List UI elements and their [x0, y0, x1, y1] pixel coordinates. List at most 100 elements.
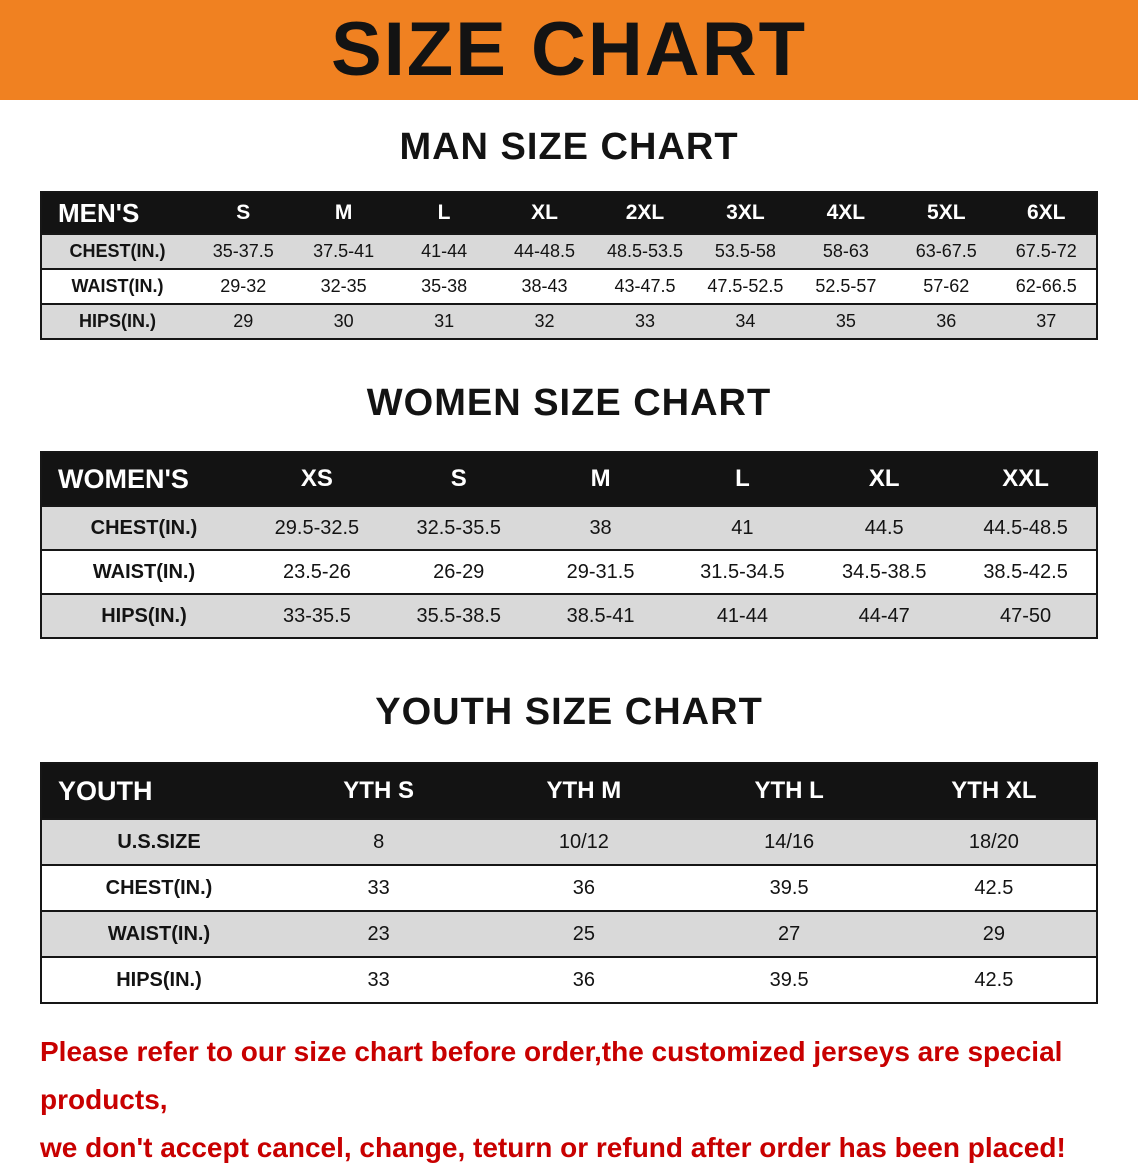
size-value-cell: 38.5-42.5: [955, 550, 1097, 595]
size-value-cell: 36: [481, 957, 687, 1004]
size-value-cell: 43-47.5: [594, 269, 696, 305]
size-value-cell: 52.5-57: [795, 269, 897, 305]
table-corner-label: WOMEN'S: [41, 452, 246, 507]
row-label: CHEST(IN.): [41, 234, 193, 270]
size-column-header: YTH M: [481, 763, 687, 820]
size-column-header: L: [671, 452, 814, 507]
size-value-cell: 14/16: [686, 819, 892, 866]
size-column-header: YTH L: [686, 763, 892, 820]
size-value-cell: 57-62: [896, 269, 997, 305]
men-size-chart-heading: MAN SIZE CHART: [399, 126, 739, 168]
size-value-cell: 33: [276, 865, 482, 912]
size-value-cell: 47.5-52.5: [695, 269, 796, 305]
size-value-cell: 41-44: [393, 234, 495, 270]
size-value-cell: 38-43: [494, 269, 595, 305]
table-row: WAIST(IN.) 23.5-26 26-29 29-31.5 31.5-34.5 34…: [41, 550, 1097, 595]
size-value-cell: 23.5-26: [246, 550, 388, 595]
youth-size-section: YOUTH SIZE CHART YOUTH YTH S YTH M YTH L YTH…: [0, 691, 1138, 1004]
size-value-cell: 63-67.5: [896, 234, 997, 270]
row-label: HIPS(IN.): [41, 957, 276, 1004]
men-size-section: MAN SIZE CHART MEN'S S M L XL 2XL 3XL 4XL 5XL 6XL…: [0, 126, 1138, 340]
size-column-header: XL: [494, 192, 595, 235]
row-label: WAIST(IN.): [41, 269, 193, 305]
size-value-cell: 38.5-41: [529, 594, 672, 639]
size-value-cell: 48.5-53.5: [594, 234, 696, 270]
size-value-cell: 33-35.5: [246, 594, 388, 639]
size-chart-content: MAN SIZE CHART MEN'S S M L XL 2XL 3XL 4XL 5XL 6XL…: [0, 126, 1138, 1172]
page-title: SIZE CHART: [331, 7, 807, 92]
size-value-cell: 30: [293, 304, 394, 340]
size-value-cell: 34.5-38.5: [813, 550, 956, 595]
size-value-cell: 33: [276, 957, 482, 1004]
size-column-header: M: [293, 192, 394, 235]
size-value-cell: 38: [529, 506, 672, 551]
size-value-cell: 32-35: [293, 269, 394, 305]
table-row: HIPS(IN.) 33-35.5 35.5-38.5 38.5-41 41-44 44-…: [41, 594, 1097, 639]
size-column-header: 3XL: [695, 192, 796, 235]
size-value-cell: 37.5-41: [293, 234, 394, 270]
size-value-cell: 36: [481, 865, 687, 912]
youth-size-chart-heading: YOUTH SIZE CHART: [375, 691, 763, 733]
table-header-row: MEN'S S M L XL 2XL 3XL 4XL 5XL 6XL: [41, 192, 1097, 235]
size-column-header: YTH XL: [891, 763, 1097, 820]
size-value-cell: 8: [276, 819, 482, 866]
banner: SIZE CHART: [0, 0, 1138, 100]
size-value-cell: 31: [393, 304, 495, 340]
size-value-cell: 23: [276, 911, 482, 958]
table-header-row: YOUTH YTH S YTH M YTH L YTH XL: [41, 763, 1097, 820]
table-corner-label: MEN'S: [41, 192, 193, 235]
size-value-cell: 44.5: [813, 506, 956, 551]
size-value-cell: 44.5-48.5: [955, 506, 1097, 551]
table-row: WAIST(IN.) 23 25 27 29: [41, 911, 1097, 958]
size-value-cell: 26-29: [387, 550, 530, 595]
size-column-header: L: [393, 192, 495, 235]
size-column-header: S: [193, 192, 294, 235]
table-row: WAIST(IN.) 29-32 32-35 35-38 38-43 43-47.5 47.…: [41, 269, 1097, 305]
size-value-cell: 29.5-32.5: [246, 506, 388, 551]
size-value-cell: 34: [695, 304, 796, 340]
table-corner-label: YOUTH: [41, 763, 276, 820]
size-value-cell: 47-50: [955, 594, 1097, 639]
size-value-cell: 35.5-38.5: [387, 594, 530, 639]
women-size-section: WOMEN SIZE CHART WOMEN'S XS S M L XL XXL CHEST(…: [0, 382, 1138, 639]
row-label: CHEST(IN.): [41, 506, 246, 551]
size-value-cell: 41: [671, 506, 814, 551]
size-value-cell: 29: [193, 304, 294, 340]
size-value-cell: 29-31.5: [529, 550, 672, 595]
size-value-cell: 29-32: [193, 269, 294, 305]
table-header-row: WOMEN'S XS S M L XL XXL: [41, 452, 1097, 507]
size-value-cell: 53.5-58: [695, 234, 796, 270]
size-column-header: XS: [246, 452, 388, 507]
disclaimer-line-2: we don't accept cancel, change, teturn o…: [40, 1132, 1066, 1164]
youth-size-table: YOUTH YTH S YTH M YTH L YTH XL U.S.SIZE 8 10/12…: [40, 762, 1098, 1004]
size-value-cell: 33: [594, 304, 696, 340]
size-value-cell: 18/20: [891, 819, 1097, 866]
row-label: CHEST(IN.): [41, 865, 276, 912]
row-label: U.S.SIZE: [41, 819, 276, 866]
size-value-cell: 35-38: [393, 269, 495, 305]
size-value-cell: 42.5: [891, 957, 1097, 1004]
table-row: HIPS(IN.) 29 30 31 32 33 34 35 36 37: [41, 304, 1097, 340]
size-column-header: 2XL: [594, 192, 696, 235]
size-value-cell: 35-37.5: [193, 234, 294, 270]
size-column-header: 4XL: [795, 192, 897, 235]
size-value-cell: 32: [494, 304, 595, 340]
size-value-cell: 35: [795, 304, 897, 340]
size-column-header: YTH S: [276, 763, 482, 820]
size-value-cell: 44-48.5: [494, 234, 595, 270]
size-value-cell: 39.5: [686, 865, 892, 912]
size-value-cell: 25: [481, 911, 687, 958]
size-column-header: XXL: [955, 452, 1097, 507]
size-column-header: M: [529, 452, 672, 507]
size-value-cell: 37: [996, 304, 1097, 340]
row-label: WAIST(IN.): [41, 550, 246, 595]
men-size-table: MEN'S S M L XL 2XL 3XL 4XL 5XL 6XL CHEST(IN.) 35-37…: [40, 191, 1098, 340]
women-size-chart-heading: WOMEN SIZE CHART: [366, 382, 772, 424]
row-label: WAIST(IN.): [41, 911, 276, 958]
size-value-cell: 10/12: [481, 819, 687, 866]
size-value-cell: 44-47: [813, 594, 956, 639]
size-value-cell: 27: [686, 911, 892, 958]
size-value-cell: 39.5: [686, 957, 892, 1004]
table-row: CHEST(IN.) 35-37.5 37.5-41 41-44 44-48.5 48.5…: [41, 234, 1097, 270]
